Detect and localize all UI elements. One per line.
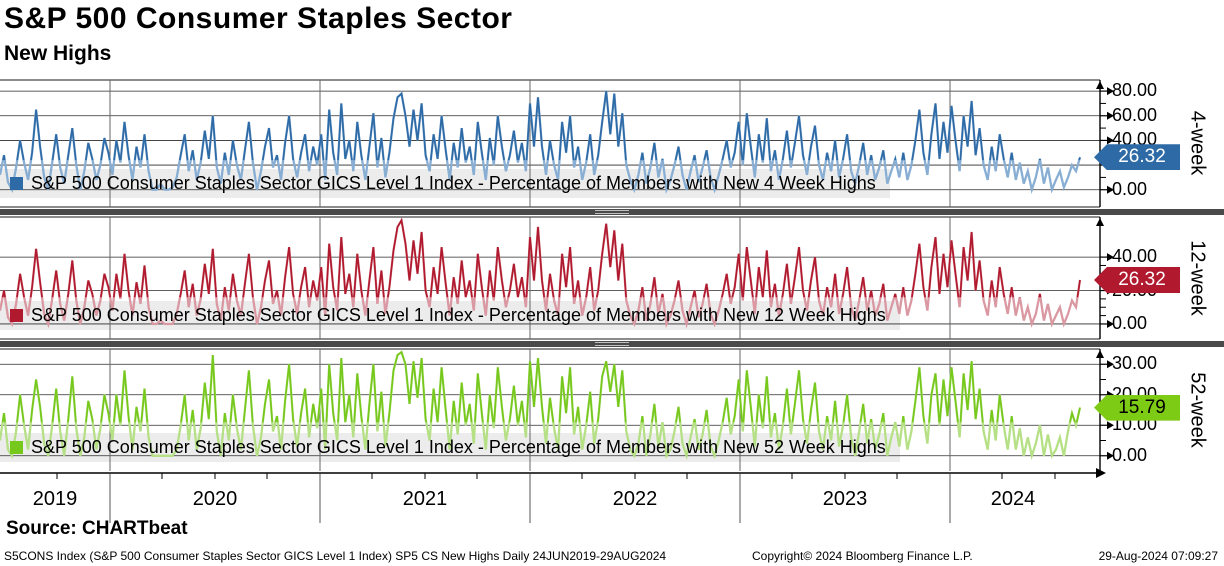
last-value-badge-4-week[interactable]: 26.32 [1094, 144, 1180, 171]
panel-separator[interactable] [0, 341, 1224, 347]
y-tick-label: 30.00 [1112, 353, 1158, 374]
legend-swatch-icon [10, 309, 23, 322]
page-title: S&P 500 Consumer Staples Sector [4, 2, 513, 35]
page-subtitle: New Highs [4, 42, 112, 65]
legend-swatch-icon [10, 441, 23, 454]
y-tick-label: 40.00 [1112, 246, 1158, 267]
y-tick-label: 80.00 [1112, 80, 1158, 101]
source-label: Source: CHARTbeat [6, 518, 188, 539]
x-tick-label: 2022 [612, 488, 658, 510]
footer-timestamp: 29-Aug-2024 07:09:27 [1098, 549, 1218, 563]
x-tick-label: 2019 [32, 488, 78, 510]
drag-grip-icon[interactable] [595, 210, 629, 214]
legend-12-week[interactable]: S&P 500 Consumer Staples Sector GICS Lev… [0, 301, 886, 330]
x-tick-label: 2020 [192, 488, 238, 510]
drag-grip-icon[interactable] [595, 342, 629, 346]
panel-axis-label-52-week: 52-week [1186, 372, 1209, 448]
legend-swatch-icon [10, 177, 23, 190]
x-tick-label: 2023 [822, 488, 868, 510]
legend-label: S&P 500 Consumer Staples Sector GICS Lev… [31, 173, 876, 193]
panel-separator[interactable] [0, 209, 1224, 215]
y-tick-label: 60.00 [1112, 104, 1158, 125]
panel-axis-label-4-week: 4-week [1186, 110, 1209, 176]
legend-label: S&P 500 Consumer Staples Sector GICS Lev… [31, 305, 886, 325]
legend-4-week[interactable]: S&P 500 Consumer Staples Sector GICS Lev… [0, 169, 876, 198]
legend-label: S&P 500 Consumer Staples Sector GICS Lev… [31, 437, 886, 457]
last-value-badge-52-week[interactable]: 15.79 [1094, 394, 1180, 421]
footer-copyright: Copyright© 2024 Bloomberg Finance L.P. [752, 549, 973, 563]
panel-axis-label-12-week: 12-week [1186, 240, 1209, 316]
footer-security-description: S5CONS Index (S&P 500 Consumer Staples S… [4, 549, 667, 563]
last-value-badge-12-week[interactable]: 26.32 [1094, 266, 1180, 293]
x-tick-label: 2024 [990, 488, 1036, 510]
y-tick-label: 0.00 [1112, 178, 1148, 199]
y-tick-label: 0.00 [1112, 312, 1148, 333]
y-tick-label: 0.00 [1112, 444, 1148, 465]
x-tick-label: 2021 [402, 488, 448, 510]
legend-52-week[interactable]: S&P 500 Consumer Staples Sector GICS Lev… [0, 433, 886, 462]
